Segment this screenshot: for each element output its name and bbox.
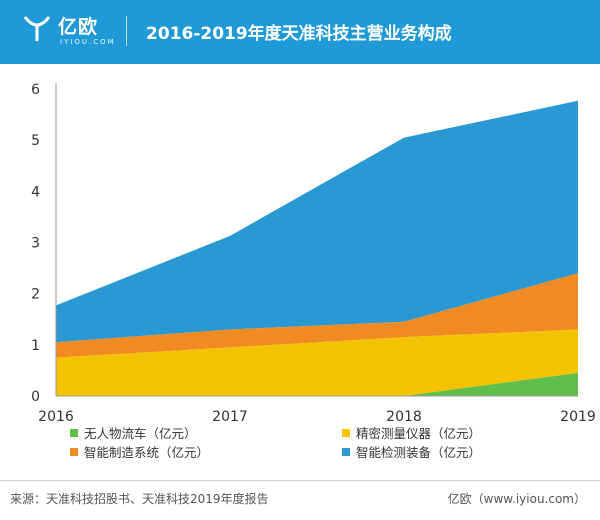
x-tick-label: 2018	[386, 409, 422, 425]
y-tick-label: 6	[31, 82, 40, 98]
y-tick-label: 0	[31, 389, 40, 405]
y-tick-label: 4	[31, 184, 40, 200]
x-tick-label: 2017	[212, 409, 248, 425]
legend-item: 智能检测装备（亿元）	[342, 442, 481, 461]
footer-divider	[0, 480, 600, 481]
footer-brand: 亿欧（www.iyiou.com）	[447, 492, 586, 506]
chart-legend: 无人物流车（亿元） 精密测量仪器（亿元） 智能制造系统（亿元） 智能检测装备（亿元）	[70, 423, 590, 463]
legend-swatch	[70, 428, 78, 437]
area-series-1	[56, 329, 578, 396]
y-tick-label: 1	[31, 338, 40, 354]
footer-source: 来源：天准科技招股书、天准科技2019年度报告	[10, 492, 269, 506]
legend-label: 智能检测装备（亿元）	[356, 445, 482, 460]
y-tick-label: 3	[31, 236, 40, 252]
page-title: 2016-2019年度天准科技主营业务构成	[146, 24, 452, 44]
area-series-3	[56, 100, 578, 343]
legend-swatch	[342, 428, 350, 437]
legend-label: 精密测量仪器（亿元）	[356, 426, 482, 441]
header-bar: 亿欧 IYIOU.COM 2016-2019年度天准科技主营业务构成	[0, 0, 600, 64]
stacked-area-chart: 0 1 2 3 4 5 6 2016 2017 2018 2019	[31, 82, 596, 425]
iyiou-logo-icon	[23, 16, 51, 41]
legend-item: 精密测量仪器（亿元）	[342, 423, 481, 442]
legend-swatch	[70, 447, 78, 456]
logo-text: 亿欧	[58, 16, 99, 38]
legend-item: 无人物流车（亿元）	[70, 423, 197, 442]
legend-label: 无人物流车（亿元）	[84, 426, 197, 441]
x-tick-label: 2016	[38, 409, 74, 425]
legend-label: 智能制造系统（亿元）	[84, 445, 210, 460]
x-tick-label: 2019	[560, 409, 596, 425]
y-tick-label: 5	[31, 133, 40, 149]
area-series-0	[56, 372, 578, 396]
legend-item: 智能制造系统（亿元）	[70, 442, 209, 461]
logo-subtext: IYIOU.COM	[60, 38, 116, 46]
area-series-2	[56, 273, 578, 358]
header-divider	[126, 16, 127, 46]
y-tick-label: 2	[31, 287, 40, 303]
legend-swatch	[342, 447, 350, 456]
